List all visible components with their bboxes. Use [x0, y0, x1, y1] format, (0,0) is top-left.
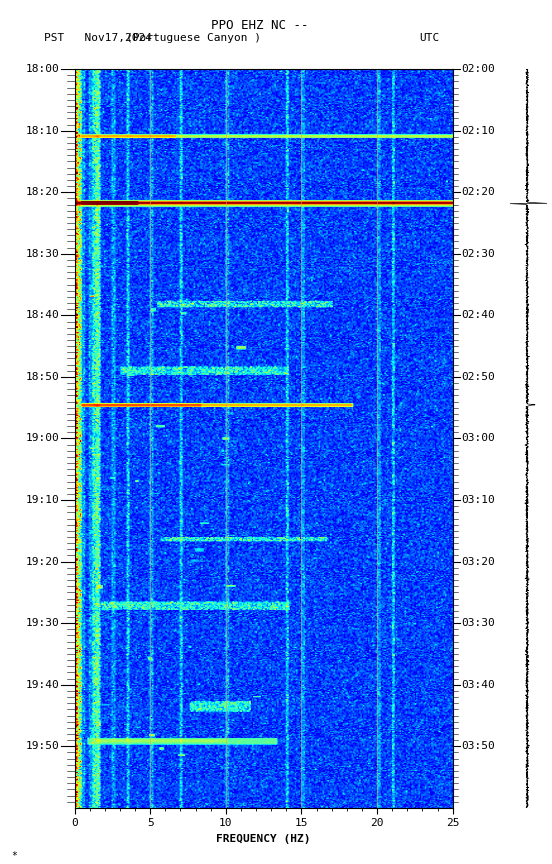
- Text: 18:40: 18:40: [26, 310, 60, 321]
- Text: 02:50: 02:50: [461, 372, 495, 382]
- Text: 19:50: 19:50: [26, 741, 60, 752]
- Text: 18:50: 18:50: [26, 372, 60, 382]
- Text: UTC: UTC: [420, 33, 440, 43]
- Text: 19:10: 19:10: [26, 495, 60, 505]
- Text: PST   Nov17,2024: PST Nov17,2024: [44, 33, 152, 43]
- X-axis label: FREQUENCY (HZ): FREQUENCY (HZ): [216, 834, 311, 844]
- Text: 03:20: 03:20: [461, 556, 495, 567]
- Text: 18:00: 18:00: [26, 64, 60, 74]
- Text: 02:20: 02:20: [461, 187, 495, 197]
- Text: 02:10: 02:10: [461, 125, 495, 136]
- Text: 02:40: 02:40: [461, 310, 495, 321]
- Text: 19:30: 19:30: [26, 618, 60, 628]
- Text: 03:30: 03:30: [461, 618, 495, 628]
- Text: 18:30: 18:30: [26, 249, 60, 259]
- Text: 02:00: 02:00: [461, 64, 495, 74]
- Text: 03:10: 03:10: [461, 495, 495, 505]
- Text: 19:20: 19:20: [26, 556, 60, 567]
- Text: PPO EHZ NC --: PPO EHZ NC --: [211, 19, 308, 32]
- Text: 18:20: 18:20: [26, 187, 60, 197]
- Text: *: *: [11, 850, 17, 861]
- Text: 03:00: 03:00: [461, 434, 495, 443]
- Text: 02:30: 02:30: [461, 249, 495, 259]
- Text: 19:00: 19:00: [26, 434, 60, 443]
- Text: 19:40: 19:40: [26, 680, 60, 689]
- Text: 03:50: 03:50: [461, 741, 495, 752]
- Text: 18:10: 18:10: [26, 125, 60, 136]
- Text: (Portuguese Canyon ): (Portuguese Canyon ): [126, 33, 261, 43]
- Text: 03:40: 03:40: [461, 680, 495, 689]
